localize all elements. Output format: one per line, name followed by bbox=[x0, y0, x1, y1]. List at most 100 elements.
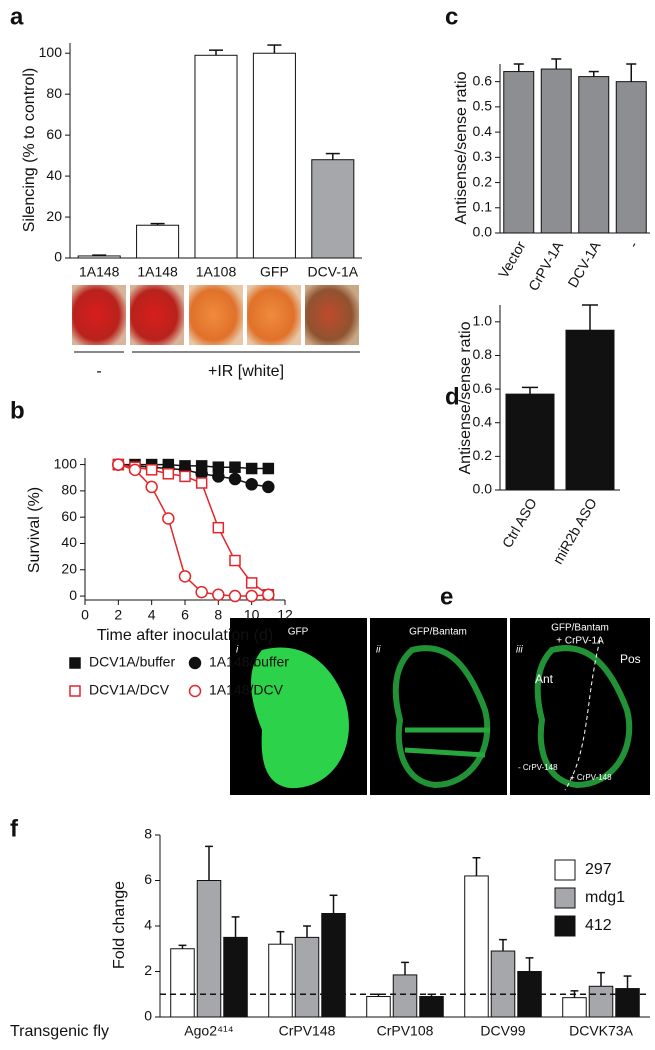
bar bbox=[252, 52, 296, 259]
y-tick-label: 100 bbox=[54, 455, 78, 471]
legend-swatch bbox=[554, 887, 576, 909]
eye-images: - +IR [white] bbox=[72, 285, 360, 380]
wing-disc bbox=[404, 727, 490, 758]
series-line bbox=[118, 463, 269, 470]
y-tick-label: 8 bbox=[144, 826, 152, 842]
marker bbox=[228, 589, 242, 603]
region-label: Ant bbox=[535, 672, 554, 686]
y-tick-label: 0.8 bbox=[473, 346, 493, 362]
legend-label: mdg1 bbox=[585, 889, 625, 906]
numeral: ii bbox=[376, 645, 381, 656]
legend-label: DCV1A/DCV bbox=[89, 682, 170, 698]
bar bbox=[562, 997, 587, 1018]
y-axis-label: Silencing (% to control) bbox=[21, 68, 38, 233]
bar bbox=[77, 255, 121, 259]
y-axis-label: Fold change bbox=[111, 881, 128, 969]
bar bbox=[392, 974, 418, 1018]
x-tick-label: 6 bbox=[181, 607, 189, 623]
y-tick-label: 80 bbox=[46, 85, 62, 101]
y-tick-label: 60 bbox=[61, 508, 77, 524]
eye-image bbox=[72, 285, 126, 345]
note: - CrPV-148 bbox=[518, 763, 558, 772]
bar bbox=[170, 948, 195, 1018]
eye-image bbox=[247, 285, 301, 345]
legend-marker bbox=[188, 684, 202, 698]
marker bbox=[212, 588, 225, 601]
legend-label: DCV1A/buffer bbox=[89, 654, 175, 670]
bar bbox=[578, 76, 610, 234]
x-tick-label: 2 bbox=[114, 607, 122, 623]
x-tick-label: GFP bbox=[260, 264, 289, 280]
bar bbox=[196, 880, 222, 1018]
panel-label: e bbox=[440, 583, 453, 610]
marker bbox=[228, 472, 242, 486]
panel-label: b bbox=[10, 397, 25, 424]
x-tick-label: 1A148 bbox=[79, 264, 120, 280]
y-tick-label: 0.4 bbox=[473, 123, 493, 139]
series-line bbox=[118, 463, 269, 596]
x-tick-label: 4 bbox=[148, 607, 156, 623]
wing-disc bbox=[251, 647, 349, 789]
panel-label: c bbox=[445, 3, 458, 30]
y-tick-label: 40 bbox=[61, 534, 77, 550]
x-tick-label: 8 bbox=[214, 607, 222, 623]
x-tick-label: 12 bbox=[277, 607, 293, 623]
eye-image bbox=[305, 285, 359, 345]
y-axis-label: Antisense/sense ratio bbox=[457, 321, 474, 474]
y-tick-label: 0.2 bbox=[473, 173, 493, 189]
y-tick-label: 0.3 bbox=[473, 148, 493, 164]
y-tick-label: 0 bbox=[69, 587, 77, 603]
y-tick-label: 0.6 bbox=[473, 380, 493, 396]
bar bbox=[136, 224, 180, 259]
y-tick-label: 0.0 bbox=[473, 481, 493, 497]
y-tick-label: 0.2 bbox=[473, 447, 493, 463]
wing-disc bbox=[534, 645, 633, 789]
marker bbox=[245, 478, 258, 491]
marker bbox=[162, 468, 175, 480]
series-line bbox=[118, 463, 269, 597]
bar bbox=[505, 393, 555, 491]
bar bbox=[294, 936, 320, 1018]
bar bbox=[321, 912, 346, 1018]
bar bbox=[268, 943, 293, 1018]
y-tick-label: 80 bbox=[61, 482, 77, 498]
x-tick-label: miR2b ASO bbox=[549, 495, 599, 566]
bar bbox=[503, 71, 535, 234]
note: + CrPV-148 bbox=[570, 773, 612, 782]
y-axis-label: Antisense/sense ratio bbox=[453, 71, 470, 224]
series-line bbox=[118, 463, 269, 488]
y-tick-label: 0.0 bbox=[473, 224, 493, 240]
y-tick-label: 20 bbox=[46, 208, 62, 224]
marker bbox=[195, 585, 208, 599]
x-tick-label: DCV-1A bbox=[308, 264, 359, 280]
bar bbox=[615, 81, 647, 234]
panel-label: a bbox=[10, 3, 24, 30]
x-tick-label: Ctrl ASO bbox=[499, 495, 540, 550]
bar bbox=[419, 996, 444, 1018]
marker bbox=[112, 458, 125, 471]
eye-image bbox=[189, 285, 243, 345]
marker bbox=[229, 554, 241, 567]
image-title: GFP/Bantam bbox=[551, 623, 609, 634]
bar bbox=[615, 988, 640, 1018]
x-tick-label: 0 bbox=[81, 607, 89, 623]
image-title: + CrPV-1A bbox=[556, 636, 604, 647]
marker bbox=[245, 462, 258, 475]
bar bbox=[490, 950, 516, 1018]
x-axis-label: Time after inoculation (d) bbox=[97, 627, 273, 644]
bar bbox=[194, 54, 238, 259]
y-axis-label: Survival (%) bbox=[26, 487, 43, 573]
legend-swatch bbox=[554, 859, 576, 881]
y-tick-label: 1.0 bbox=[473, 313, 493, 329]
group-label: +IR [white] bbox=[208, 363, 284, 380]
x-tick-label: CrPV108 bbox=[377, 1023, 434, 1039]
legend-marker bbox=[188, 656, 202, 670]
panel-label: f bbox=[10, 815, 19, 842]
bar bbox=[311, 159, 355, 259]
bar bbox=[588, 985, 614, 1018]
y-tick-label: 60 bbox=[46, 126, 62, 142]
x-tick-label: CrPV-1A bbox=[525, 238, 566, 294]
x-axis-label: Transgenic fly bbox=[10, 1023, 109, 1040]
